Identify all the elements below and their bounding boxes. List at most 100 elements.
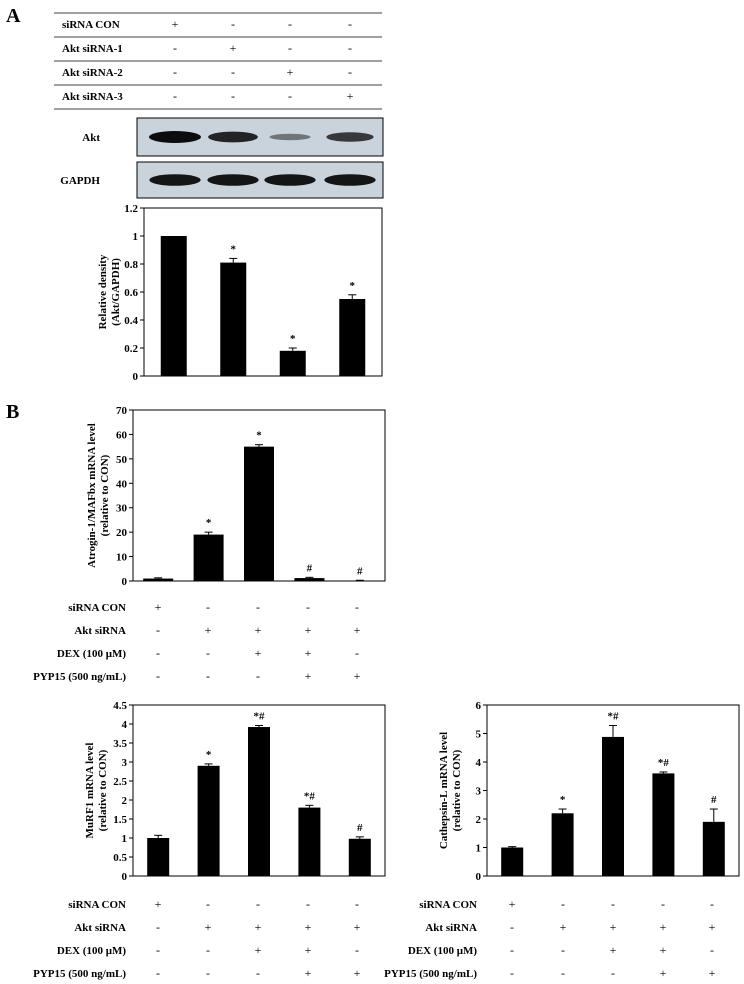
y-tick-label: 4 <box>476 757 482 769</box>
y-tick-label: 1.2 <box>124 203 138 215</box>
table-sign: + <box>347 89 354 103</box>
significance-label: *# <box>304 790 316 802</box>
y-axis-label: Cathepsin-L mRNA level(relative to CON) <box>438 732 463 849</box>
table-sign: + <box>255 943 262 957</box>
table-sign: - <box>206 669 210 683</box>
bar <box>551 813 574 876</box>
table-sign: + <box>305 646 312 660</box>
table-row-label: siRNA CON <box>62 19 120 31</box>
table-sign: - <box>206 897 210 911</box>
table-sign: + <box>354 920 361 934</box>
table-sign: + <box>155 897 162 911</box>
table-sign: + <box>205 920 212 934</box>
y-tick-label: 0.8 <box>124 259 138 271</box>
table-sign: - <box>173 89 177 103</box>
table-row-label: Akt siRNA-3 <box>62 91 123 103</box>
chart-akt-density: 0 0.2 0.4 0.6 0.8 1 1.2 Relative density(Akt/GA… <box>97 203 383 383</box>
table-sign: + <box>709 920 716 934</box>
table-sign: - <box>156 646 160 660</box>
y-tick-label: 2 <box>122 795 128 807</box>
table-sign: - <box>611 897 615 911</box>
table-sign: - <box>156 920 160 934</box>
significance-label: * <box>206 517 212 529</box>
bar <box>348 838 371 876</box>
table-sign: - <box>348 65 352 79</box>
table-sign: + <box>255 920 262 934</box>
bar <box>339 299 366 376</box>
table-sign: + <box>709 966 716 980</box>
table-sign: + <box>354 669 361 683</box>
table-sign: - <box>206 943 210 957</box>
y-tick-label: 3 <box>122 757 128 769</box>
table-sign: + <box>354 623 361 637</box>
chart-murf1: 0 0.5 1 1.5 2 2.5 3 3.5 4 4.5 MuRF1 mRNA level(rel… <box>84 700 386 883</box>
table-sign: - <box>156 943 160 957</box>
blot-band <box>207 174 259 186</box>
y-tick-label: 5 <box>476 729 482 741</box>
table-row-label: DEX (100 μM) <box>57 945 127 957</box>
table-sign: - <box>231 65 235 79</box>
table-sign: - <box>206 600 210 614</box>
table-sign: + <box>287 65 294 79</box>
table-row-label: siRNA CON <box>68 899 126 911</box>
table-sign: - <box>288 89 292 103</box>
bar <box>702 821 725 876</box>
table-sign: + <box>305 920 312 934</box>
bar <box>602 736 624 876</box>
table-sign: - <box>561 897 565 911</box>
y-axis-label: Atrogin-1/MAFbx mRNA level(relative to C… <box>86 423 111 568</box>
chart-atrogin: 0 10 20 30 40 50 60 70 Atrogin-1/MAFbx mRNA leve… <box>86 405 386 588</box>
blot-label: GAPDH <box>60 175 100 187</box>
table-sign: - <box>355 943 359 957</box>
table-sign: + <box>660 943 667 957</box>
table-sign: + <box>155 600 162 614</box>
table-sign: - <box>561 943 565 957</box>
y-tick-label: 70 <box>116 405 128 417</box>
y-tick-label: 0.5 <box>113 852 127 864</box>
blot-band <box>326 132 374 142</box>
bar <box>501 847 524 876</box>
table-sign: - <box>206 646 210 660</box>
table-sign: - <box>355 897 359 911</box>
table-sign: + <box>230 41 237 55</box>
panel-b-condition-table-right: siRNA CON + - - - - Akt siRNA - + + + + DEX (100 μM)… <box>384 897 716 980</box>
significance-label: *# <box>658 757 670 769</box>
y-axis-label: Relative density(Akt/GAPDH) <box>97 254 122 329</box>
bar <box>160 236 187 376</box>
table-sign: - <box>611 966 615 980</box>
y-axis-label: MuRF1 mRNA level(relative to CON) <box>84 743 109 839</box>
y-tick-label: 4.5 <box>113 700 127 712</box>
table-row-label: Akt siRNA <box>425 922 477 934</box>
table-sign: + <box>660 920 667 934</box>
table-sign: - <box>306 600 310 614</box>
table-sign: - <box>256 600 260 614</box>
y-tick-label: 10 <box>116 552 128 564</box>
significance-label: * <box>256 430 262 442</box>
table-row-label: Akt siRNA <box>74 922 126 934</box>
significance-label: * <box>231 243 237 255</box>
significance-label: # <box>357 565 363 577</box>
y-tick-label: 3 <box>476 786 482 798</box>
table-sign: + <box>305 943 312 957</box>
table-sign: + <box>660 966 667 980</box>
blot-label: Akt <box>82 132 100 144</box>
table-sign: - <box>256 966 260 980</box>
panel-b-condition-table-top: siRNA CON + - - - - Akt siRNA - + + + + DEX (100 μM)… <box>33 600 361 683</box>
table-sign: - <box>156 623 160 637</box>
significance-label: * <box>560 794 566 806</box>
blot-band <box>149 131 201 143</box>
table-row-label: DEX (100 μM) <box>408 945 478 957</box>
y-tick-label: 30 <box>116 503 128 515</box>
bar <box>147 838 170 876</box>
y-tick-label: 6 <box>476 700 482 712</box>
table-sign: + <box>509 897 516 911</box>
table-sign: - <box>206 966 210 980</box>
table-sign: + <box>610 943 617 957</box>
significance-label: *# <box>254 711 266 723</box>
table-sign: - <box>156 966 160 980</box>
table-row-label: Akt siRNA-1 <box>62 43 123 55</box>
bar <box>197 765 220 876</box>
table-sign: - <box>256 669 260 683</box>
bar <box>244 446 274 581</box>
chart-cathepsin: 0 1 2 3 4 5 6 Cathepsin-L mRNA level(relative t… <box>438 700 740 883</box>
